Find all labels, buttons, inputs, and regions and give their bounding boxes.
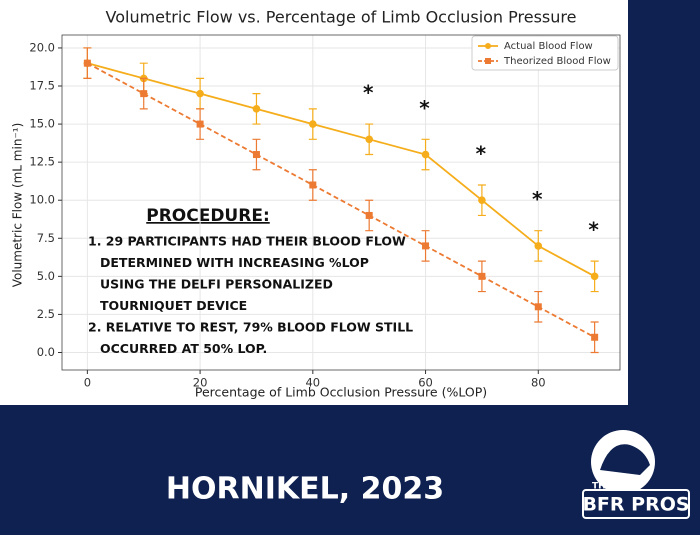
marker bbox=[196, 120, 204, 128]
marker bbox=[534, 242, 543, 250]
legend-marker bbox=[485, 43, 491, 49]
procedure-line: DETERMINED WITH INCREASING %LOP bbox=[100, 255, 369, 270]
x-axis-label: Percentage of Limb Occlusion Pressure (%… bbox=[195, 385, 487, 400]
series-line bbox=[86, 62, 596, 339]
legend-label: Actual Blood Flow bbox=[504, 41, 593, 52]
marker bbox=[252, 151, 260, 159]
y-tick-label: 15.0 bbox=[29, 117, 55, 131]
marker bbox=[478, 272, 486, 280]
legend-box bbox=[471, 35, 619, 71]
y-tick-label: 7.5 bbox=[37, 231, 55, 245]
y-tick-label: 17.5 bbox=[29, 79, 55, 93]
legend-marker bbox=[485, 58, 491, 64]
procedure-line: 2. RELATIVE TO REST, 79% BLOOD FLOW STIL… bbox=[88, 320, 413, 335]
marker bbox=[591, 333, 599, 341]
logo-text: BFR PROS bbox=[582, 494, 689, 516]
y-tick-label: 2.5 bbox=[37, 307, 55, 321]
procedure-line: USING THE DELFI PERSONALIZED bbox=[100, 277, 333, 292]
marker bbox=[478, 196, 486, 205]
y-tick-label: 10.0 bbox=[29, 193, 55, 207]
marker bbox=[196, 89, 204, 98]
plot-frame bbox=[61, 34, 621, 371]
x-tick-label: 80 bbox=[531, 376, 546, 390]
marker bbox=[422, 242, 430, 250]
significance-marker: * bbox=[363, 81, 374, 105]
legend-label: Theorized Blood Flow bbox=[503, 56, 611, 67]
logo-top: THE bbox=[592, 482, 612, 492]
y-tick-label: 5.0 bbox=[37, 269, 55, 283]
x-tick-label: 40 bbox=[305, 376, 320, 390]
marker bbox=[140, 90, 148, 98]
logo-banner bbox=[582, 489, 690, 519]
marker bbox=[534, 303, 542, 311]
y-tick-label: 20.0 bbox=[29, 40, 55, 54]
marker bbox=[252, 105, 261, 113]
procedure-line: 1. 29 PARTICIPANTS HAD THEIR BLOOD FLOW bbox=[88, 234, 406, 249]
citation: HORNIKEL, 2023 bbox=[166, 472, 444, 507]
marker bbox=[365, 135, 373, 144]
marker bbox=[421, 150, 430, 159]
significance-marker: * bbox=[476, 141, 487, 165]
y-axis-label: Volumetric Flow (mL min⁻¹) bbox=[11, 123, 25, 288]
chart-title: Volumetric Flow vs. Percentage of Limb O… bbox=[106, 8, 577, 27]
marker bbox=[309, 181, 317, 189]
marker bbox=[365, 211, 373, 219]
marker bbox=[83, 59, 91, 67]
x-tick-label: 0 bbox=[84, 376, 91, 390]
y-tick-label: 12.5 bbox=[29, 155, 55, 169]
logo-arm bbox=[600, 444, 650, 475]
x-tick-label: 20 bbox=[193, 376, 208, 390]
procedure-title: PROCEDURE: bbox=[146, 206, 270, 226]
marker bbox=[309, 120, 317, 128]
footer: HORNIKEL, 2023 THE BFR PROS bbox=[166, 430, 690, 519]
series-line bbox=[87, 62, 596, 278]
procedure-line: OCCURRED AT 50% LOP. bbox=[100, 341, 267, 356]
marker bbox=[590, 272, 599, 281]
x-tick-label: 60 bbox=[418, 376, 433, 390]
significance-marker: * bbox=[532, 187, 543, 211]
significance-marker: * bbox=[588, 218, 599, 242]
procedure-line: TOURNIQUET DEVICE bbox=[100, 298, 247, 313]
significance-marker: * bbox=[419, 96, 430, 120]
y-tick-label: 0.0 bbox=[37, 345, 55, 359]
